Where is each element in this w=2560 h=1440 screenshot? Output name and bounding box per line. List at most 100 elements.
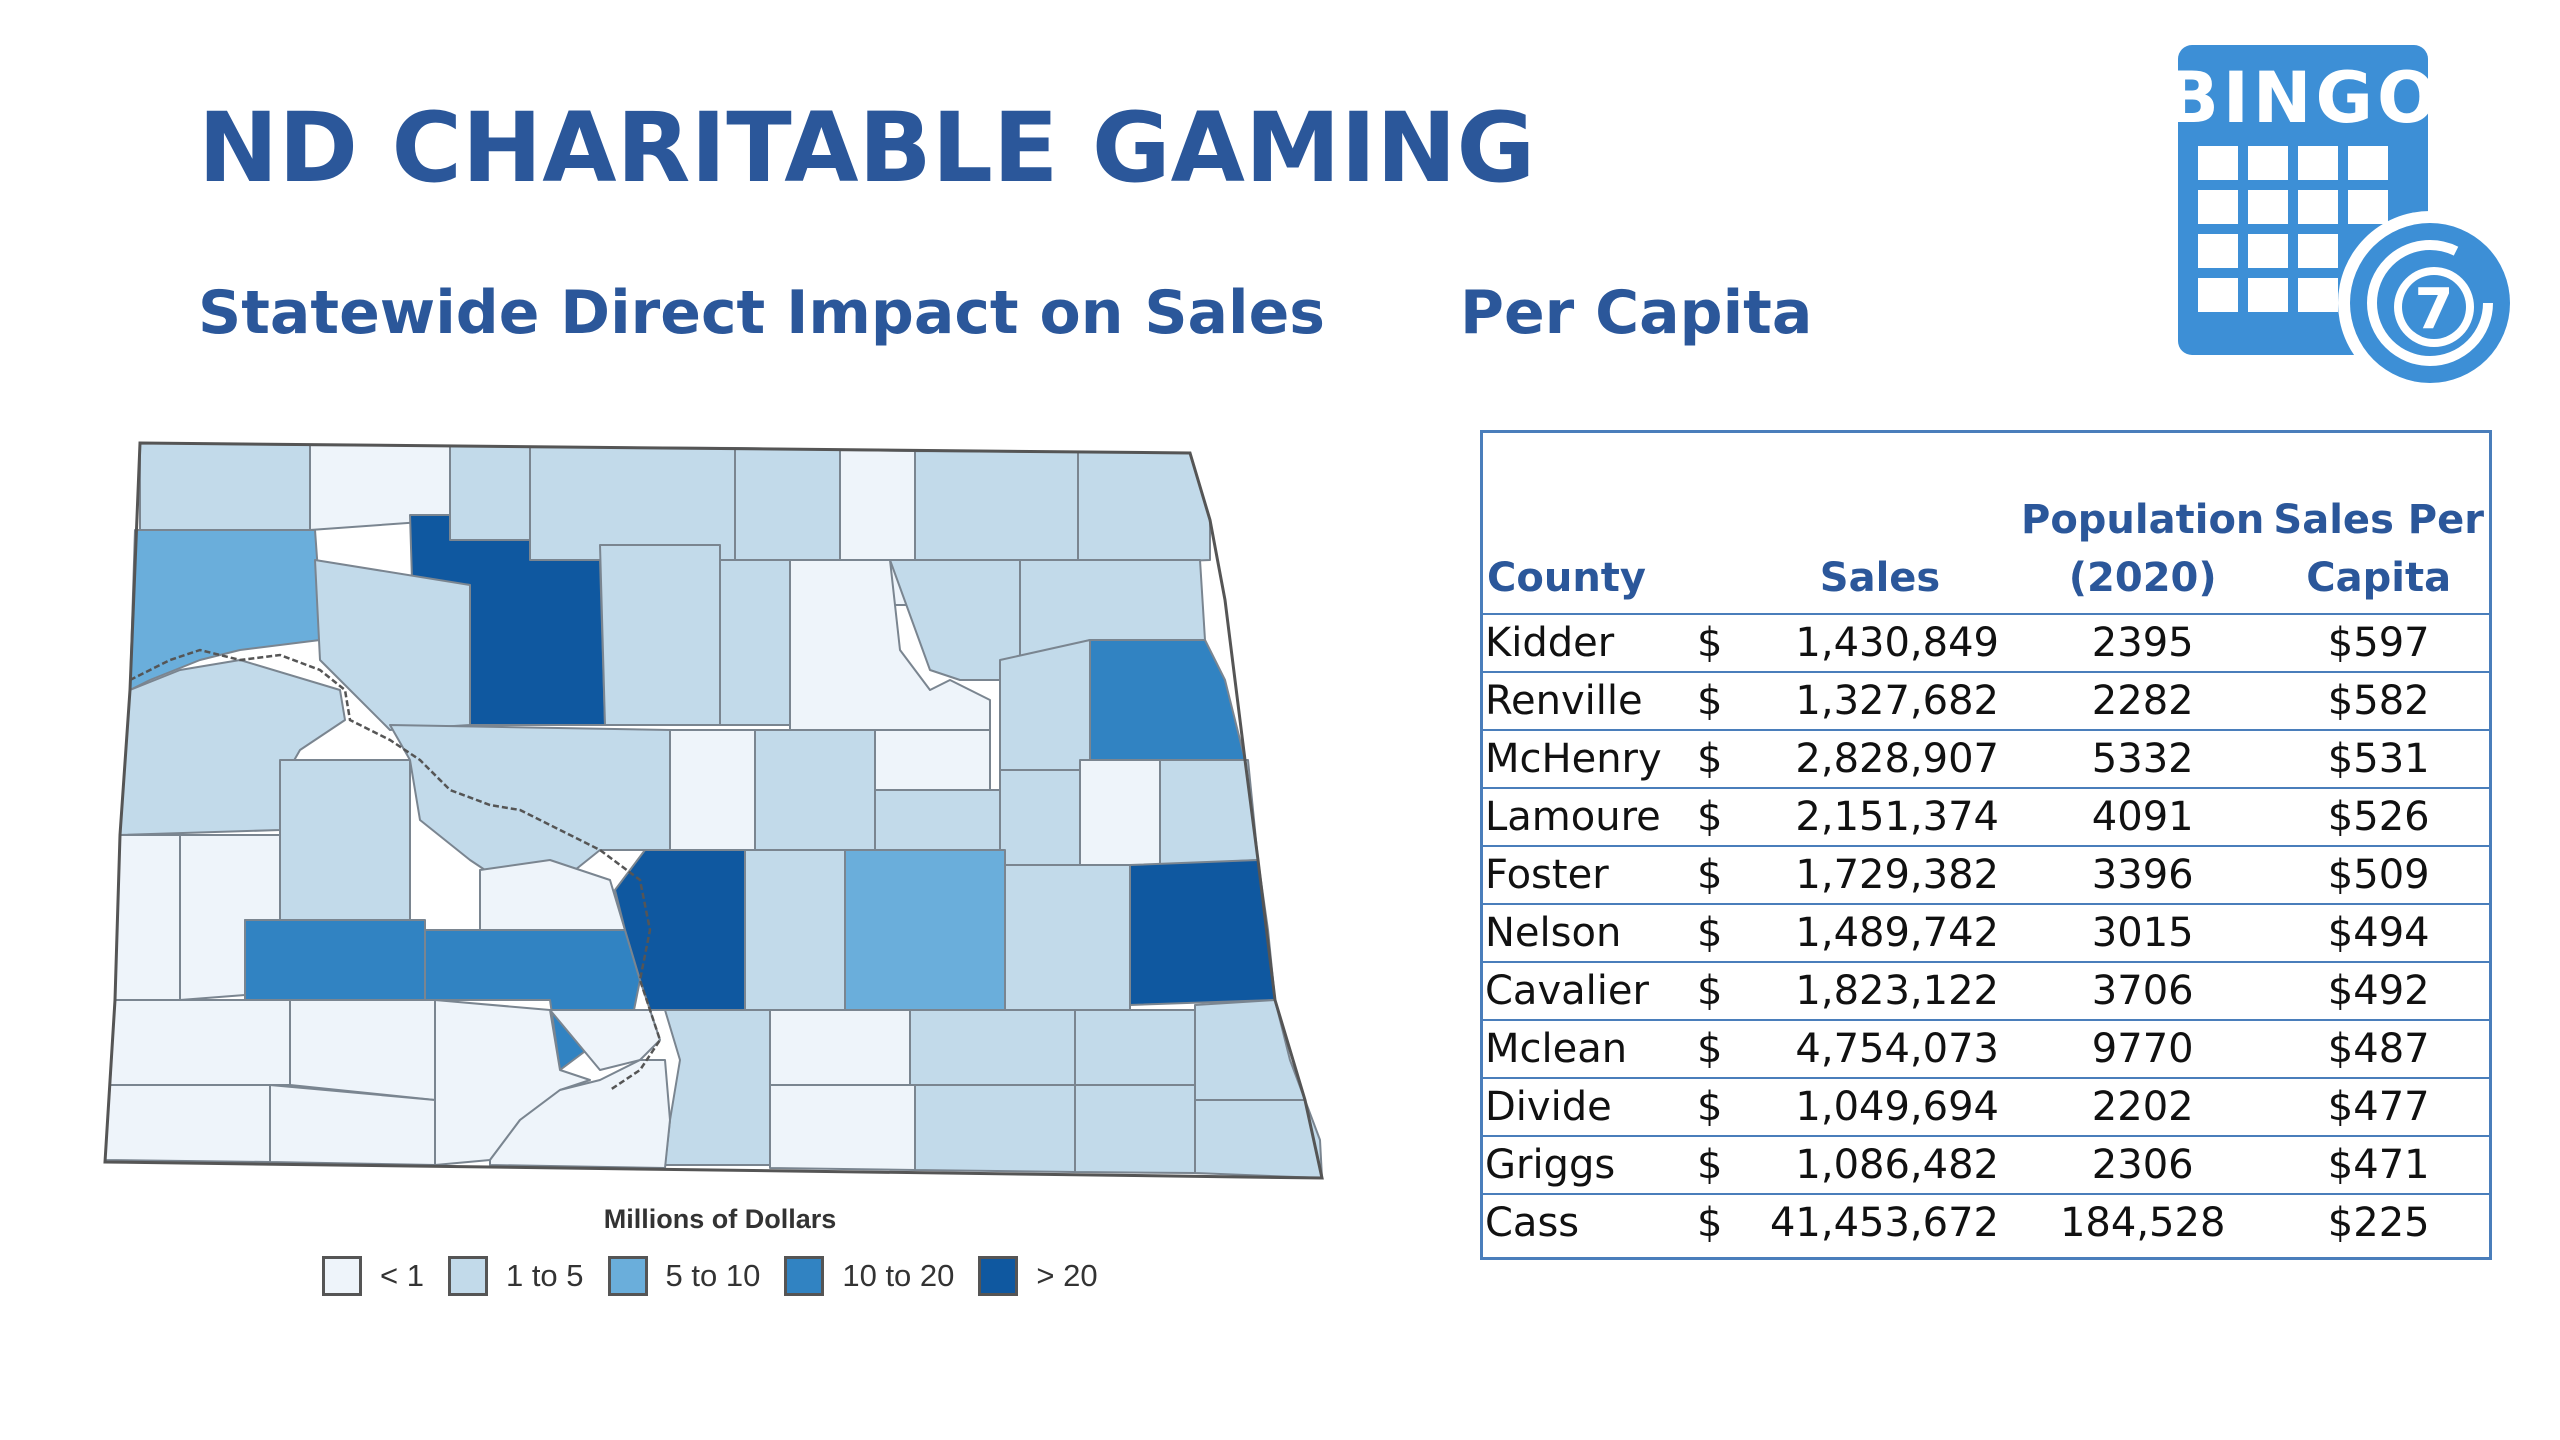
header-population-line2: (2020) [2068, 555, 2217, 601]
county-cell: Nelson [1483, 903, 1691, 962]
county-golden-valley [114, 834, 181, 1001]
per-capita-cell: $494 [2268, 903, 2489, 962]
river-outline [129, 648, 662, 1092]
population-cell: 3706 [2017, 961, 2269, 1020]
header-spc-line2: Capita [2306, 555, 2452, 601]
per-capita-cell: $531 [2268, 729, 2489, 788]
legend-label: 1 to 5 [505, 1258, 584, 1293]
county-barnes [1004, 864, 1131, 1011]
county-cell: McHenry [1483, 729, 1691, 788]
population-cell: 2282 [2017, 671, 2269, 730]
county-sargent [1074, 1084, 1196, 1174]
sales-cell: 41,453,672 [1743, 1193, 2017, 1251]
header-sales-per-capita: Sales Per Capita [2268, 433, 2489, 615]
county-cell: Divide [1483, 1077, 1691, 1136]
dollar-cell: $ [1691, 613, 1743, 672]
county-foster [874, 789, 1001, 851]
legend-item: 1 to 5 [447, 1256, 584, 1296]
population-cell: 3015 [2017, 903, 2269, 962]
dollar-cell: $ [1691, 961, 1743, 1020]
county-mercer [479, 859, 626, 931]
legend-item: 10 to 20 [784, 1256, 954, 1296]
population-cell: 4091 [2017, 787, 2269, 846]
legend-title: Millions of Dollars [603, 1204, 837, 1234]
population-cell: 9770 [2017, 1019, 2269, 1078]
dollar-cell: $ [1691, 845, 1743, 904]
county-stutsman [844, 849, 1006, 1011]
county-cell: Lamoure [1483, 787, 1691, 846]
table-row: Lamoure $2,151,374 4091 $526 [1483, 787, 2489, 846]
nd-county-map [103, 441, 1324, 1180]
county-hettinger [289, 999, 436, 1101]
population-cell: 184,528 [2017, 1193, 2269, 1251]
sales-cell: 1,049,694 [1743, 1077, 2017, 1136]
county-kidder [744, 849, 846, 1011]
table-row: Cavalier $1,823,122 3706 $492 [1483, 961, 2489, 1020]
county-morton [549, 1009, 661, 1071]
county-pembina [1077, 451, 1211, 566]
per-capita-cell: $492 [2268, 961, 2489, 1020]
legend-swatch [322, 1256, 362, 1296]
county-cass [1129, 859, 1276, 1006]
bingo-ball-number: 7 [2415, 277, 2454, 342]
per-capita-cell: $597 [2268, 613, 2489, 672]
header-county: County [1483, 433, 1691, 615]
sales-cell: 1,489,742 [1743, 903, 2017, 962]
county-rolette [734, 447, 841, 561]
per-capita-cell: $225 [2268, 1193, 2489, 1251]
county-cell: Griggs [1483, 1135, 1691, 1194]
population-cell: 2306 [2017, 1135, 2269, 1194]
dollar-cell: $ [1691, 903, 1743, 962]
per-capita-cell: $509 [2268, 845, 2489, 904]
population-cell: 5332 [2017, 729, 2269, 788]
map-subtitle: Statewide Direct Impact on Sales [198, 278, 1325, 348]
county-cavalier [914, 450, 1079, 566]
sales-cell: 4,754,073 [1743, 1019, 2017, 1078]
county-steele [1079, 759, 1161, 866]
per-capita-cell: $471 [2268, 1135, 2489, 1194]
county-stark [244, 919, 426, 1001]
table-row: Nelson $1,489,742 3015 $494 [1483, 903, 2489, 962]
legend-swatch [978, 1256, 1019, 1296]
table-row: Renville $1,327,682 2282 $582 [1483, 671, 2489, 730]
per-capita-cell: $487 [2268, 1019, 2489, 1078]
bingo-card-icon: BINGO 7 [2168, 45, 2522, 395]
dollar-cell: $ [1691, 1193, 1743, 1251]
county-bottineau [529, 446, 736, 561]
dollar-cell: $ [1691, 729, 1743, 788]
per-capita-cell: $477 [2268, 1077, 2489, 1136]
page-title: ND CHARITABLE GAMING [198, 92, 1536, 204]
county-renville [449, 445, 531, 541]
legend-label: 10 to 20 [842, 1258, 955, 1293]
table-subtitle: Per Capita [1460, 278, 1813, 348]
county-dickey [914, 1084, 1076, 1173]
table-row: McHenry $2,828,907 5332 $531 [1483, 729, 2489, 788]
map-legend: < 1 1 to 5 5 to 10 10 to 20 > 20 [322, 1256, 1122, 1296]
county-wells [754, 729, 876, 851]
population-cell: 2395 [2017, 613, 2269, 672]
county-logan [769, 1009, 911, 1086]
per-capita-cell: $526 [2268, 787, 2489, 846]
county-mchenry [599, 544, 721, 726]
table-header-row: County Sales Population (2020) Sales Per… [1483, 433, 2489, 615]
legend-label: 5 to 10 [665, 1258, 761, 1293]
county-cell: Cavalier [1483, 961, 1691, 1020]
sales-cell: 1,430,849 [1743, 613, 2017, 672]
county-mckenzie [119, 659, 346, 836]
county-emmons [664, 1009, 771, 1166]
county-dunn [279, 759, 411, 921]
sales-cell: 1,729,382 [1743, 845, 2017, 904]
per-capita-table: County Sales Population (2020) Sales Per… [1480, 430, 2492, 1260]
county-nelson [999, 639, 1091, 771]
population-cell: 2202 [2017, 1077, 2269, 1136]
legend-swatch [447, 1256, 488, 1296]
header-dollar-spacer [1691, 433, 1743, 615]
county-mcintosh [769, 1084, 916, 1171]
county-mountrail [314, 559, 471, 731]
table-row: Griggs $1,086,482 2306 $471 [1483, 1135, 2489, 1194]
county-pierce [719, 559, 791, 726]
header-population: Population (2020) [2017, 433, 2269, 615]
table-row: Cass $41,453,672 184,528 $225 [1483, 1193, 2489, 1251]
county-cell: Kidder [1483, 613, 1691, 672]
county-bowman [104, 1084, 271, 1163]
